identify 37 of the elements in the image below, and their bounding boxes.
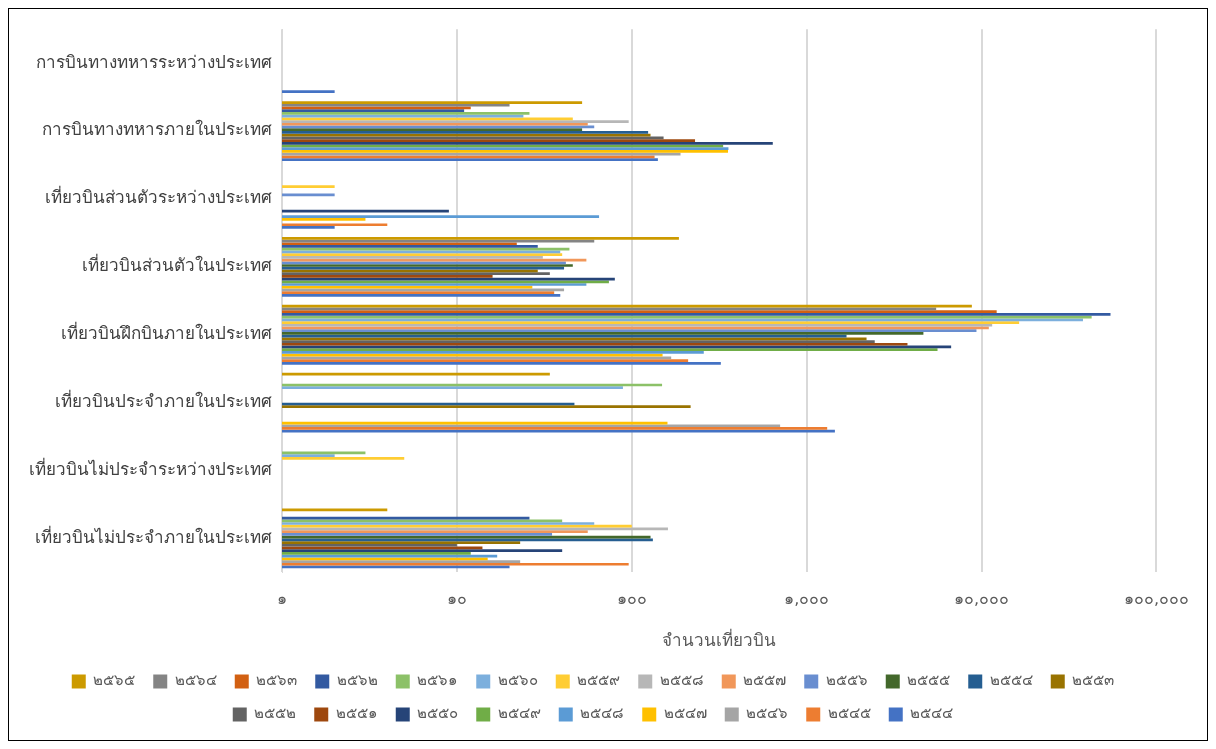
legend-label: ๒๕๕๙: [577, 671, 621, 690]
legend-label: ๒๕๕๓: [1072, 671, 1115, 690]
legend-label: ๒๕๕๕: [907, 671, 951, 690]
legend-label: ๒๕๔๙: [497, 704, 541, 723]
y-tick-label: เที่ยวบินส่วนตัวระหว่างประเทศ: [45, 185, 272, 208]
x-tick-label: ๑: [277, 589, 287, 609]
legend-label: ๒๕๔๖: [746, 704, 789, 723]
legend-label: ๒๕๕๐: [417, 704, 459, 723]
y-tick-label: เที่ยวบินไม่ประจำระหว่างประเทศ: [29, 456, 272, 479]
y-tick-label: การบินทางทหารภายในประเทศ: [42, 119, 272, 140]
legend-label: ๒๕๖๐: [497, 671, 538, 690]
y-tick-label: เที่ยวบินฝึกบินภายในประเทศ: [61, 321, 272, 344]
legend-label: ๒๕๕๖: [825, 671, 868, 690]
y-tick-label: เที่ยวบินส่วนตัวในประเทศ: [82, 253, 272, 276]
legend-label: ๒๕๔๘: [580, 704, 625, 723]
legend-label: ๒๕๕๔: [989, 671, 1033, 690]
legend-label: ๒๕๖๒: [336, 671, 378, 690]
legend-label: ๒๕๕๑: [335, 704, 378, 723]
x-axis-title: จำนวนเที่ยวบิน: [662, 628, 777, 651]
legend-label: ๒๕๔๕: [827, 704, 871, 723]
x-tick-label: ๑๐๐,๐๐๐: [1123, 589, 1189, 609]
legend-label: ๒๕๕๗: [743, 671, 787, 690]
legend-label: ๒๕๖๑: [417, 671, 459, 690]
legend-label: ๒๕๖๔: [174, 671, 217, 690]
legend-label: ๒๕๔๗: [663, 704, 707, 723]
legend-label: ๒๕๕๒: [254, 704, 297, 723]
x-tick-label: ๑,๐๐๐: [784, 589, 830, 609]
legend-label: ๒๕๕๘: [659, 671, 704, 690]
legend-label: ๒๕๖๕: [93, 671, 136, 690]
x-tick-label: ๑๐: [446, 589, 467, 609]
y-tick-label: การบินทางทหารระหว่างประเทศ: [36, 51, 272, 72]
legend-label: ๒๕๔๔: [910, 704, 954, 723]
legend-label: ๒๕๖๓: [256, 671, 298, 690]
x-tick-label: ๑๐๐: [616, 589, 647, 609]
x-tick-label: ๑๐,๐๐๐: [954, 589, 1010, 609]
y-tick-label: เที่ยวบินไม่ประจำภายในประเทศ: [35, 524, 272, 547]
y-tick-label: เที่ยวบินประจำภายในประเทศ: [55, 389, 272, 412]
